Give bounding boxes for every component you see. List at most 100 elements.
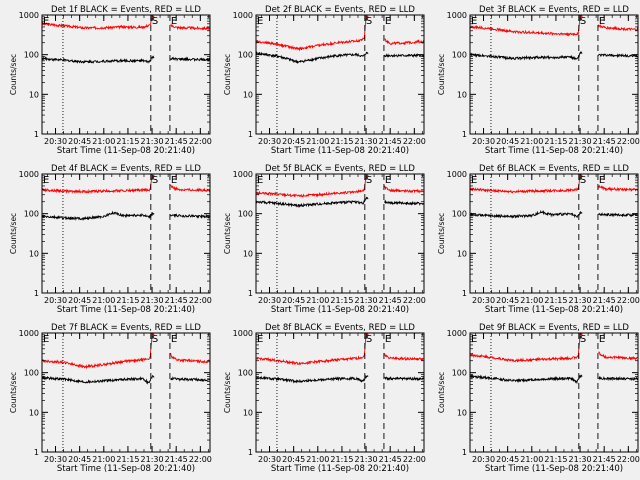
x-tick-label: 22:00 xyxy=(617,296,640,305)
x-tick-label: 20:30 xyxy=(258,137,281,146)
y-tick-label: 1 xyxy=(462,289,467,298)
black-events-series-line xyxy=(170,56,210,63)
x-tick-label: 22:00 xyxy=(189,137,212,146)
red-lld-series-line xyxy=(598,351,638,361)
panel-title: Det 1f BLACK = Events, RED = LLD xyxy=(51,5,201,15)
x-tick-label: 20:45 xyxy=(282,296,305,305)
black-events-series-line xyxy=(256,374,369,384)
x-tick-label: 21:45 xyxy=(165,455,188,464)
x-tick-label: 21:45 xyxy=(593,137,616,146)
x-axis-label: Start Time (11-Sep-08 20:21:40) xyxy=(57,146,195,156)
y-axis-label: Counts/sec xyxy=(223,54,232,95)
y-tick-label: 1000 xyxy=(19,170,39,179)
x-tick-label: 21:15 xyxy=(330,296,353,305)
x-tick-label: 21:30 xyxy=(355,137,378,146)
x-tick-label: 20:45 xyxy=(68,137,91,146)
black-events-series-line xyxy=(42,55,155,64)
marker-label: E xyxy=(599,16,605,27)
plot-frame xyxy=(469,173,639,294)
y-tick-label: 100 xyxy=(238,210,253,219)
plot-frame xyxy=(255,14,425,135)
series-group xyxy=(256,174,424,208)
x-tick-label: 21:00 xyxy=(92,296,115,305)
x-tick-label: 22:00 xyxy=(403,137,426,146)
x-tick-label: 20:30 xyxy=(258,296,281,305)
x-axis-label: Start Time (11-Sep-08 20:21:40) xyxy=(271,146,409,156)
panel-title: Det 3f BLACK = Events, RED = LLD xyxy=(479,5,629,15)
y-tick-label: 10 xyxy=(457,90,467,99)
series-group xyxy=(470,333,638,385)
y-tick-label: 1 xyxy=(34,130,39,139)
panel-title: Det 4f BLACK = Events, RED = LLD xyxy=(51,164,201,174)
plot-frame xyxy=(469,332,639,453)
plot-frame xyxy=(41,173,211,294)
start-marker-label: E xyxy=(43,334,49,345)
x-tick-label: 20:30 xyxy=(44,455,67,464)
marker-label: S xyxy=(366,175,372,186)
series-group xyxy=(470,15,638,61)
y-tick-label: 10 xyxy=(243,408,253,417)
start-marker-label: E xyxy=(257,175,263,186)
y-tick-label: 1 xyxy=(462,130,467,139)
x-axis-label: Start Time (11-Sep-08 20:21:40) xyxy=(57,464,195,474)
panel-title: Det 7f BLACK = Events, RED = LLD xyxy=(51,323,201,333)
y-tick-label: 1000 xyxy=(233,170,253,179)
y-tick-label: 10 xyxy=(457,408,467,417)
x-axis-label: Start Time (11-Sep-08 20:21:40) xyxy=(271,464,409,474)
x-tick-label: 22:00 xyxy=(617,137,640,146)
x-tick-label: 21:45 xyxy=(165,296,188,305)
x-tick-label: 20:30 xyxy=(44,137,67,146)
start-marker-label: E xyxy=(471,175,477,186)
y-tick-label: 100 xyxy=(452,369,467,378)
x-tick-label: 21:00 xyxy=(520,137,543,146)
x-tick-label: 20:30 xyxy=(472,137,495,146)
series-group xyxy=(42,333,210,385)
x-tick-label: 21:45 xyxy=(593,296,616,305)
x-tick-label: 22:00 xyxy=(189,296,212,305)
x-tick-label: 21:00 xyxy=(520,455,543,464)
y-tick-label: 1000 xyxy=(447,329,467,338)
y-tick-label: 100 xyxy=(24,369,39,378)
x-tick-label: 21:45 xyxy=(379,455,402,464)
x-tick-label: 21:45 xyxy=(593,455,616,464)
red-lld-series-line xyxy=(256,15,369,52)
x-axis-label: Start Time (11-Sep-08 20:21:40) xyxy=(485,305,623,315)
y-tick-label: 1 xyxy=(248,289,253,298)
y-tick-label: 100 xyxy=(452,210,467,219)
x-tick-label: 20:30 xyxy=(44,296,67,305)
x-tick-label: 20:45 xyxy=(496,137,519,146)
marker-label: S xyxy=(366,334,372,345)
x-tick-label: 22:00 xyxy=(189,455,212,464)
red-lld-series-line xyxy=(170,23,210,32)
start-marker-label: E xyxy=(471,334,477,345)
y-tick-label: 1000 xyxy=(233,329,253,338)
black-events-series-line xyxy=(42,210,155,222)
x-axis-label: Start Time (11-Sep-08 20:21:40) xyxy=(57,305,195,315)
x-tick-label: 21:00 xyxy=(306,137,329,146)
marker-label: S xyxy=(580,334,586,345)
start-marker-label: E xyxy=(43,175,49,186)
panel-title: Det 9f BLACK = Events, RED = LLD xyxy=(479,323,629,333)
marker-label: S xyxy=(152,334,158,345)
red-lld-series-line xyxy=(384,353,424,362)
x-tick-label: 20:30 xyxy=(472,455,495,464)
black-events-series-line xyxy=(170,376,210,382)
panel-title: Det 5f BLACK = Events, RED = LLD xyxy=(265,164,415,174)
start-marker-label: E xyxy=(471,16,477,27)
marker-label: E xyxy=(599,334,605,345)
x-tick-label: 20:45 xyxy=(282,137,305,146)
x-tick-label: 20:45 xyxy=(68,296,91,305)
red-lld-series-line xyxy=(470,174,583,194)
y-tick-label: 1000 xyxy=(447,170,467,179)
x-tick-label: 21:30 xyxy=(141,137,164,146)
x-tick-label: 20:45 xyxy=(282,455,305,464)
plot-frame xyxy=(41,332,211,453)
y-tick-label: 1000 xyxy=(233,11,253,20)
series-group xyxy=(470,174,638,219)
y-axis-label: Counts/sec xyxy=(223,372,232,413)
